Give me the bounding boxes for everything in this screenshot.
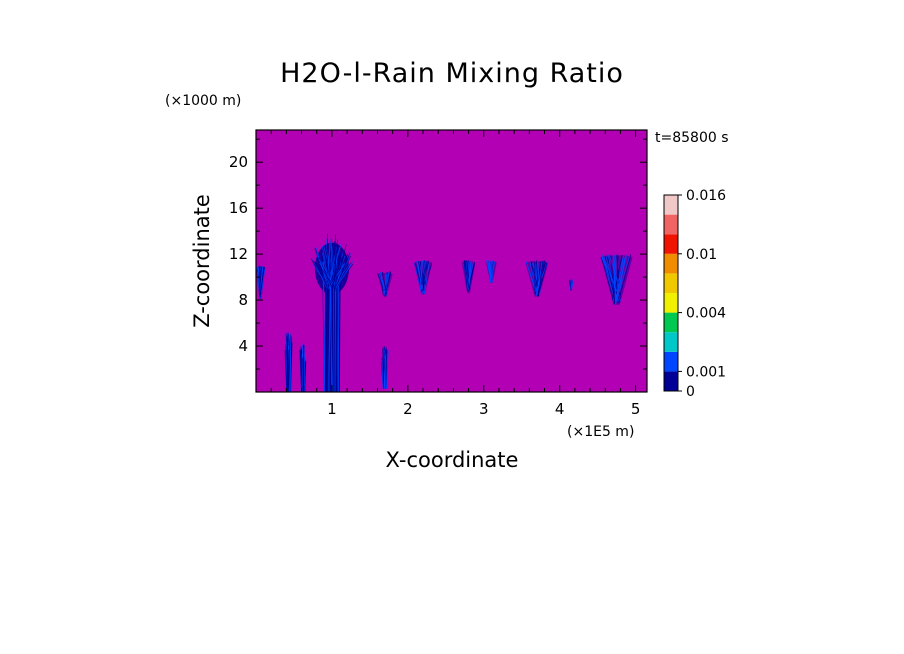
y-tick-label: 8 [238, 291, 248, 309]
rain-field [256, 233, 633, 392]
colorbar-frame [663, 194, 679, 392]
colorbar-swatch [664, 332, 678, 352]
colorbar-swatch [664, 312, 678, 333]
chart-title: H2O-l-Rain Mixing Ratio [280, 58, 624, 89]
rain-region [413, 259, 433, 295]
rain-region [284, 332, 293, 392]
colorbar-swatch [664, 195, 678, 215]
rain-region [569, 279, 574, 291]
y-tick-label: 4 [238, 337, 248, 355]
x-tick-label: 3 [479, 400, 489, 418]
rain-region [310, 233, 354, 392]
colorbar-tick-label: 0.01 [686, 247, 717, 263]
colorbar-tick-label: 0.001 [686, 364, 726, 380]
rain-region [256, 265, 266, 301]
colorbar: 0 0.001 0.004 0.01 0.016 [663, 188, 726, 400]
x-tick-label: 1 [327, 400, 337, 418]
colorbar-swatch [664, 253, 678, 274]
rain-region [299, 343, 307, 392]
rain-region [525, 259, 549, 297]
x-axis-unit-label: (×1E5 m) [567, 424, 635, 440]
colorbar-tick-label: 0 [686, 384, 695, 400]
x-tick-label: 5 [631, 400, 641, 418]
rain-region [485, 259, 497, 283]
colorbar-tick-label: 0.004 [686, 306, 726, 322]
x-axis-label: X-coordinate [385, 448, 519, 472]
colorbar-swatch [664, 214, 678, 235]
time-label: t=85800 s [655, 130, 729, 146]
colorbar-swatch [664, 234, 678, 254]
y-tick-label: 20 [229, 153, 248, 171]
colorbar-swatch [664, 293, 678, 313]
colorbar-tick-label: 0.016 [686, 188, 726, 204]
rain-region [461, 260, 476, 294]
rain-region [377, 271, 393, 297]
y-tick-label: 12 [229, 245, 248, 263]
rain-region [380, 346, 389, 389]
colorbar-swatch [664, 273, 678, 293]
x-tick-label: 4 [555, 400, 565, 418]
colorbar-swatch [664, 371, 678, 391]
colorbar-swatch [664, 351, 678, 372]
plot-background [256, 130, 647, 392]
y-tick-label: 16 [229, 199, 248, 217]
y-axis-unit-label: (×1000 m) [165, 93, 242, 109]
rain-region [600, 253, 633, 305]
plot-frame [255, 129, 648, 393]
x-tick-label: 2 [403, 400, 413, 418]
